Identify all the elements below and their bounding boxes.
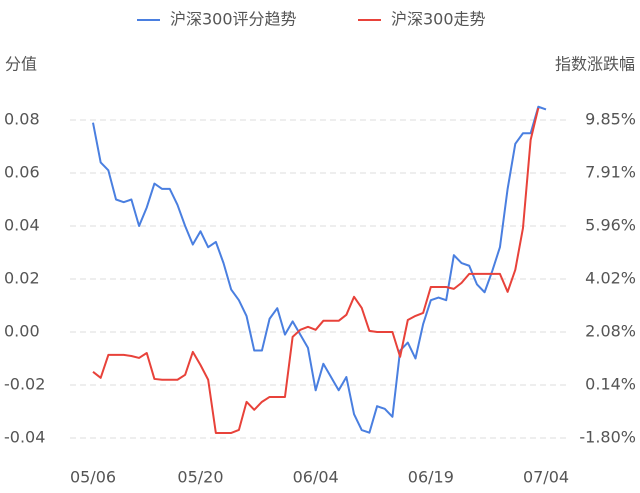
y-tick-label: 0.06 xyxy=(4,163,40,182)
legend-label: 沪深300走势 xyxy=(391,10,486,29)
x-tick-label: 06/04 xyxy=(293,468,339,487)
x-tick-label: 05/20 xyxy=(177,468,223,487)
x-tick-label: 06/19 xyxy=(408,468,454,487)
y2-tick-label: 0.14% xyxy=(585,374,636,393)
y-tick-label: 0.08 xyxy=(4,110,40,129)
y-tick-label: 0.04 xyxy=(4,216,40,235)
legend-label: 沪深300评分趋势 xyxy=(170,10,297,29)
y2-tick-label: 2.08% xyxy=(585,322,636,341)
y-tick-label: 0.00 xyxy=(4,322,40,341)
y-tick-label: -0.02 xyxy=(4,375,45,394)
y2-tick-label: 9.85% xyxy=(585,109,636,128)
series-line xyxy=(92,105,547,434)
y-tick-label: -0.04 xyxy=(4,428,45,447)
y2-tick-label: 4.02% xyxy=(585,269,636,288)
y-tick-label: 0.02 xyxy=(4,269,40,288)
y2-tick-label: -1.80% xyxy=(579,427,636,446)
x-tick-label: 07/04 xyxy=(523,468,569,487)
series-line xyxy=(92,107,540,434)
y-axis-title: 分值 xyxy=(5,55,37,74)
x-tick-label: 05/06 xyxy=(70,468,116,487)
y2-tick-label: 7.91% xyxy=(585,162,636,181)
y2-axis-title: 指数涨跌幅 xyxy=(555,55,635,74)
y2-tick-label: 5.96% xyxy=(585,216,636,235)
